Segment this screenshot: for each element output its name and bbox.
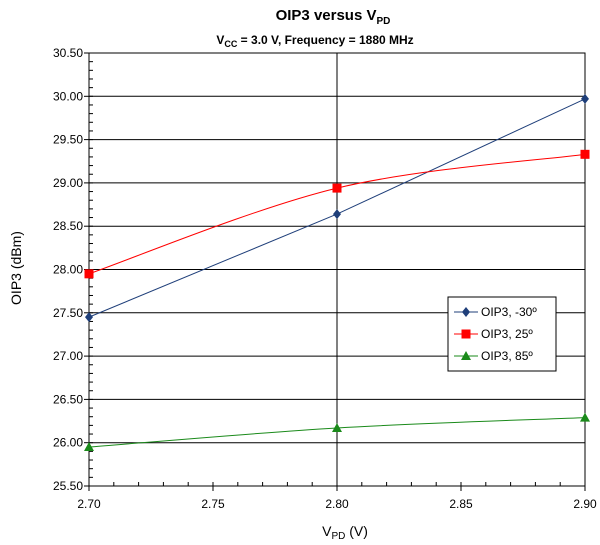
legend-marker: [462, 307, 470, 317]
y-tick-label: 30.50: [53, 46, 83, 60]
legend-label: OIP3, 85º: [481, 349, 533, 363]
data-point: [580, 149, 590, 159]
x-tick-label: 2.75: [201, 497, 225, 511]
legend-marker: [461, 329, 471, 339]
legend-label: OIP3, 25º: [481, 327, 533, 341]
y-tick-label: 29.00: [53, 176, 83, 190]
y-tick-label: 28.00: [53, 263, 83, 277]
data-point: [85, 312, 93, 323]
chart-title-subscript: PD: [377, 16, 391, 27]
x-tick-label: 2.80: [325, 497, 349, 511]
y-tick-label: 26.00: [53, 436, 83, 450]
data-point: [332, 183, 342, 193]
chart-title: OIP3 versus VPD: [276, 7, 391, 27]
data-point: [580, 412, 590, 422]
series-2: [84, 149, 590, 279]
legend-marker: [461, 351, 471, 360]
data-point: [333, 209, 341, 220]
y-tick-label: 25.50: [53, 479, 83, 493]
series-1: [85, 93, 589, 323]
plot-area: 30.50 30.00 29.50 29.00 28.50 28.00 27.50 27.00…: [53, 46, 597, 511]
x-tick-label: 2.70: [77, 497, 101, 511]
legend-label: OIP3, -30º: [481, 305, 537, 319]
x-axis-label: VPD (V): [322, 523, 368, 542]
data-point: [332, 422, 342, 432]
data-point: [84, 442, 94, 452]
chart-subtitle: VCC = 3.0 V, Frequency = 1880 MHz: [216, 33, 413, 49]
y-tick-label: 28.50: [53, 219, 83, 233]
x-tick-label: 2.85: [449, 497, 473, 511]
y-axis-label: OIP3 (dBm): [8, 231, 24, 305]
y-tick-label: 26.50: [53, 392, 83, 406]
y-tick-label: 27.00: [53, 349, 83, 363]
y-tick-label: 30.00: [53, 89, 83, 103]
data-point: [84, 269, 94, 279]
legend: OIP3, -30º OIP3, 25º OIP3, 85º: [447, 296, 557, 372]
data-point: [581, 93, 589, 104]
y-tick-label: 29.50: [53, 133, 83, 147]
series-3: [84, 412, 590, 452]
x-tick-label: 2.90: [573, 497, 597, 511]
y-tick-label: 27.50: [53, 306, 83, 320]
